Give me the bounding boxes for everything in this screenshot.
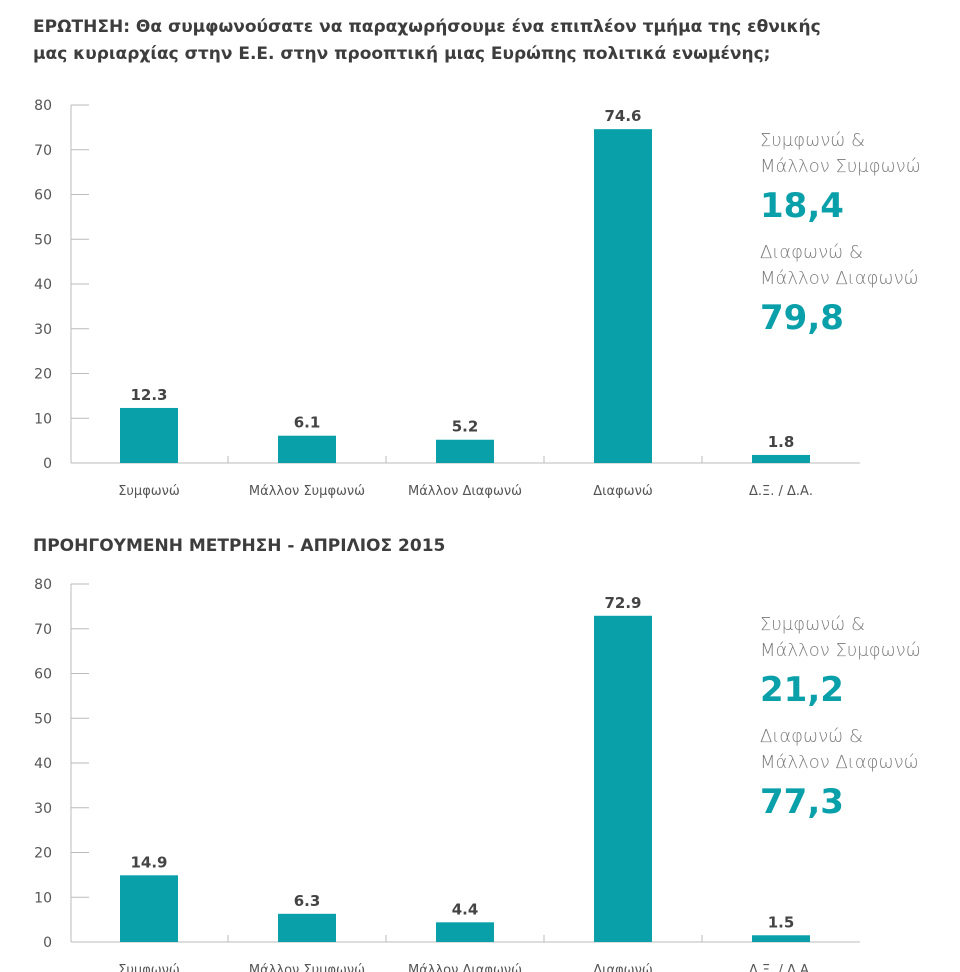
- data-label: 6.1: [294, 414, 321, 432]
- bar: [278, 913, 336, 942]
- y-tick-label: 40: [34, 756, 52, 772]
- y-tick-label: 50: [34, 232, 52, 248]
- y-tick-label: 70: [34, 143, 52, 159]
- bar: [594, 129, 652, 464]
- x-tick-label: Συμφωνώ: [118, 484, 180, 499]
- x-tick-label: Μάλλον Διαφωνώ: [408, 484, 522, 499]
- x-tick-label: Μάλλον Συμφωνώ: [249, 963, 365, 972]
- bar: [752, 454, 810, 463]
- chart2-summary: Συμφωνώ & Μάλλον Συμφωνώ 21,2 Διαφωνώ & …: [760, 614, 921, 822]
- bar: [120, 875, 178, 942]
- y-tick-label: 60: [34, 667, 52, 683]
- y-tick-label: 20: [34, 846, 52, 862]
- y-tick-label: 0: [43, 456, 52, 472]
- data-label: 4.4: [452, 900, 479, 918]
- bar: [594, 615, 652, 942]
- disagree-total: 77,3: [760, 782, 844, 822]
- data-label: 74.6: [604, 107, 641, 125]
- y-tick-label: 70: [34, 622, 52, 638]
- agree-total: 18,4: [760, 186, 844, 226]
- x-tick-label: Διαφωνώ: [593, 963, 652, 972]
- chart1-summary: Συμφωνώ & Μάλλον Συμφωνώ 18,4 Διαφωνώ & …: [760, 130, 921, 338]
- y-tick-label: 60: [34, 188, 52, 204]
- x-tick-label: Μάλλον Διαφωνώ: [408, 963, 522, 972]
- agree-total: 21,2: [760, 670, 844, 710]
- bar: [436, 439, 494, 463]
- x-tick-label: Δ.Ξ. / Δ.Α.: [749, 484, 813, 499]
- y-tick-label: 10: [34, 890, 52, 906]
- bar: [752, 935, 810, 942]
- data-label: 12.3: [130, 386, 167, 404]
- disagree-total: 79,8: [760, 298, 844, 338]
- x-tick-label: Μάλλον Συμφωνώ: [249, 484, 365, 499]
- chart1-title: ΕΡΩΤΗΣΗ: Θα συμφωνούσατε να παραχωρήσουμ…: [33, 17, 821, 64]
- x-tick-label: Διαφωνώ: [593, 484, 652, 499]
- data-label: 6.3: [294, 892, 321, 910]
- x-tick-label: Συμφωνώ: [118, 963, 180, 972]
- data-label: 1.8: [768, 433, 795, 451]
- bar: [436, 922, 494, 942]
- data-label: 72.9: [604, 594, 641, 612]
- y-tick-label: 0: [43, 935, 52, 951]
- y-tick-label: 20: [34, 367, 52, 383]
- y-tick-label: 50: [34, 711, 52, 727]
- y-tick-label: 80: [34, 577, 52, 593]
- x-tick-label: Δ.Ξ. / Δ.Α.: [749, 963, 813, 972]
- y-tick-label: 30: [34, 801, 52, 817]
- data-label: 14.9: [130, 853, 167, 871]
- y-tick-label: 30: [34, 322, 52, 338]
- data-label: 1.5: [768, 913, 795, 931]
- y-tick-label: 40: [34, 277, 52, 293]
- y-tick-label: 10: [34, 411, 52, 427]
- bar: [278, 435, 336, 463]
- bar: [120, 407, 178, 463]
- y-tick-label: 80: [34, 98, 52, 114]
- chart2-title: ΠΡΟΗΓΟΥΜΕΝΗ ΜΕΤΡΗΣΗ - ΑΠΡΙΛΙΟΣ 2015: [33, 536, 446, 556]
- data-label: 5.2: [452, 418, 479, 436]
